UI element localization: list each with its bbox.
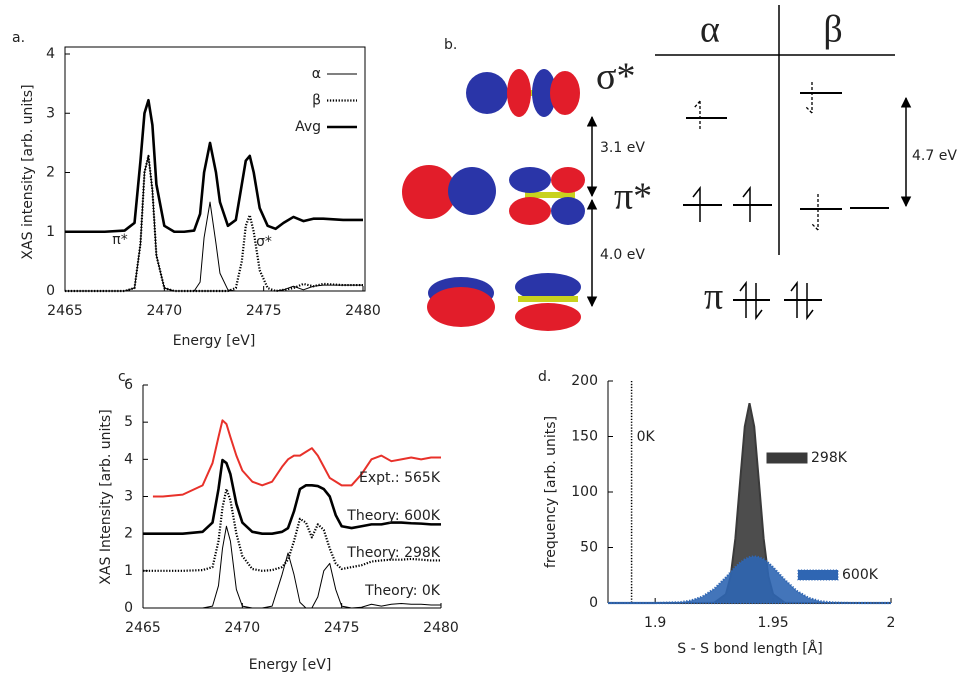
y-axis-label: frequency [arb. units]	[543, 416, 559, 568]
x-tick-label: 1.9	[644, 615, 666, 631]
x-tick-label: 2465	[125, 620, 161, 636]
spin-label: α	[700, 9, 720, 51]
y-axis-label: XAS Intensity [arb. units]	[98, 409, 114, 584]
x-tick-label: 2480	[423, 620, 459, 636]
panel-label: b.	[444, 37, 457, 53]
spectrum-line	[65, 155, 363, 292]
level-label: π	[704, 276, 723, 318]
x-tick-label: 2470	[147, 303, 183, 319]
legend-label: 298K	[811, 450, 848, 466]
gap-label: 4.7 eV	[912, 148, 957, 164]
legend-label: 600K	[842, 567, 879, 583]
series-label: Theory: 0K	[364, 583, 441, 599]
spectrum-line	[65, 154, 363, 293]
gap-label: 4.0 eV	[600, 247, 645, 263]
y-tick-label: 2	[124, 526, 133, 542]
gap-label: 3.1 eV	[600, 140, 645, 156]
spectrum-line	[152, 419, 441, 498]
legend-label: α	[312, 66, 321, 82]
y-axis-label: XAS intensity [arb. units]	[20, 84, 36, 259]
annotation: σ*	[256, 234, 272, 250]
panel-label: c.	[118, 369, 130, 385]
y-tick-label: 0	[589, 595, 598, 611]
orbital-diagram: b. α β σ* π* π 3.1 eV 4.0 eV 4.7 eV	[402, 5, 957, 331]
series-label: Theory: 298K	[346, 545, 441, 561]
x-tick-label: 2480	[345, 303, 381, 319]
y-tick-label: 4	[124, 451, 133, 467]
level-label: π*	[614, 176, 652, 218]
y-tick-label: 5	[124, 414, 133, 430]
x-axis-label: Energy [eV]	[173, 333, 256, 349]
spectrum-line	[143, 487, 441, 572]
y-tick-label: 2	[46, 165, 55, 181]
spin-label: β	[823, 9, 842, 51]
spectrum-line	[143, 458, 441, 535]
legend-label: Avg	[295, 119, 321, 135]
y-tick-label: 6	[124, 377, 133, 393]
spectrum-line	[143, 525, 441, 609]
y-tick-label: 1	[124, 563, 133, 579]
annotation: π*	[112, 232, 127, 248]
distribution-area	[607, 555, 891, 605]
y-tick-label: 50	[580, 540, 598, 556]
series-label: Expt.: 565K	[359, 470, 441, 486]
y-tick-label: 100	[571, 484, 598, 500]
y-tick-label: 200	[571, 373, 598, 389]
energy-levels	[683, 82, 889, 321]
x-axis-label: S - S bond length [Å]	[677, 640, 822, 657]
panel-label: a.	[12, 30, 25, 46]
y-tick-label: 0	[124, 600, 133, 616]
x-tick-label: 2475	[324, 620, 360, 636]
plot-frame	[64, 46, 366, 292]
y-tick-label: 4	[46, 46, 55, 62]
x-axis-label: Energy [eV]	[249, 657, 332, 673]
reference-label: 0K	[637, 429, 656, 445]
series-label: Theory: 600K	[346, 508, 441, 524]
x-tick-label: 2470	[225, 620, 261, 636]
x-tick-label: 2475	[246, 303, 282, 319]
orbitals	[402, 69, 585, 331]
y-tick-label: 3	[124, 489, 133, 505]
y-tick-label: 150	[571, 429, 598, 445]
spectrum-line	[65, 98, 363, 234]
panel-label: d.	[538, 369, 551, 385]
x-tick-label: 1.95	[757, 615, 788, 631]
x-tick-label: 2465	[47, 303, 83, 319]
x-tick-label: 2	[887, 615, 896, 631]
level-label: σ*	[596, 56, 635, 98]
y-tick-label: 1	[46, 224, 55, 240]
legend-swatch	[797, 569, 839, 581]
legend-label: β	[312, 93, 321, 109]
y-tick-label: 0	[46, 283, 55, 299]
y-tick-label: 3	[46, 105, 55, 121]
legend-swatch	[766, 452, 808, 464]
